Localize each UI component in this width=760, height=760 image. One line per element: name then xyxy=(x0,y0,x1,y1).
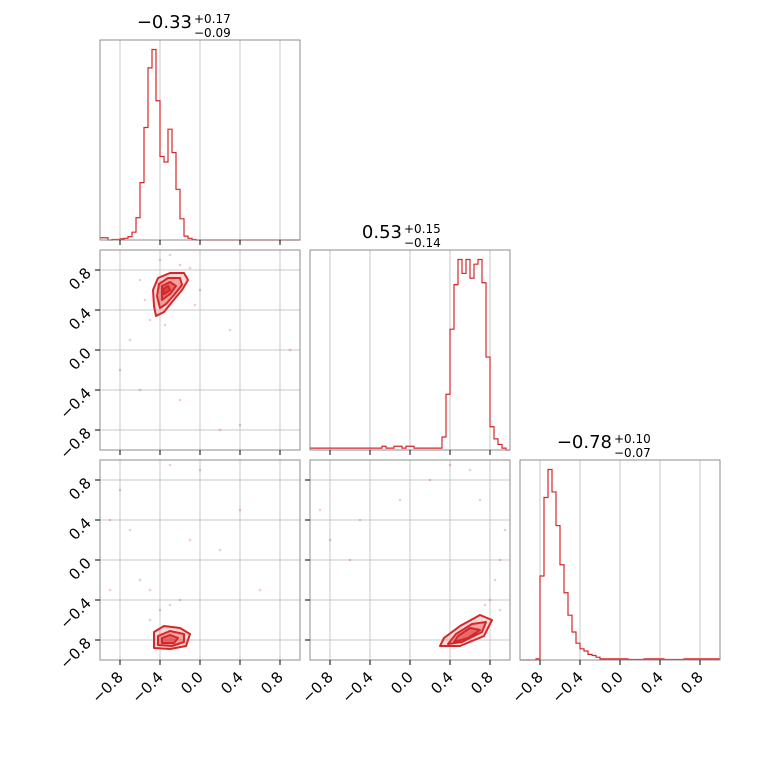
sample-point xyxy=(168,463,172,467)
x-tick-label: −0.4 xyxy=(338,668,376,706)
sample-point xyxy=(498,558,502,562)
y-tick-label: −0.4 xyxy=(56,384,94,422)
sample-point xyxy=(108,518,112,522)
x-tick-label: −0.4 xyxy=(128,668,166,706)
y-tick-label: 0.8 xyxy=(65,474,95,504)
x-tick-label: 0.8 xyxy=(677,668,707,698)
sample-point xyxy=(118,488,122,492)
x-tick-label: 0.0 xyxy=(597,668,627,698)
density-contour xyxy=(162,285,171,295)
y-tick-label: 0.0 xyxy=(65,344,95,374)
density-contour xyxy=(453,627,481,643)
sample-point xyxy=(318,508,322,512)
x-tick-label: −0.8 xyxy=(298,668,336,706)
y-tick-label: −0.8 xyxy=(56,634,94,672)
sample-point xyxy=(218,428,222,432)
sample-point xyxy=(448,463,452,467)
density-contour xyxy=(161,634,179,644)
panel-title-plus: +0.17 xyxy=(194,12,231,26)
panel-title-plus: +0.10 xyxy=(614,432,651,446)
y-tick-label: 0.4 xyxy=(65,304,95,334)
panel-title-minus: −0.09 xyxy=(194,26,231,40)
y-tick-label: 0.4 xyxy=(65,514,95,544)
panel-title-median: −0.33 xyxy=(137,12,192,33)
sample-point xyxy=(128,528,132,532)
sample-point xyxy=(468,468,472,472)
sample-point xyxy=(288,348,292,352)
sample-point xyxy=(348,558,352,562)
x-tick-label: −0.8 xyxy=(88,668,126,706)
sample-point xyxy=(258,588,262,592)
sample-point xyxy=(178,598,182,602)
sample-point xyxy=(108,588,112,592)
sample-point xyxy=(148,618,152,622)
x-tick-label: −0.8 xyxy=(508,668,546,706)
sample-point xyxy=(483,603,487,607)
sample-point xyxy=(428,478,432,482)
sample-point xyxy=(238,423,242,427)
histogram-param-1 xyxy=(310,258,510,451)
x-tick-label: −0.4 xyxy=(548,668,586,706)
sample-point xyxy=(218,548,222,552)
sample-point xyxy=(128,338,132,342)
panel-title-plus: +0.15 xyxy=(404,222,441,236)
x-tick-label: 0.4 xyxy=(427,668,457,698)
sample-point xyxy=(228,328,232,332)
sample-point xyxy=(148,318,152,322)
sample-point xyxy=(398,498,402,502)
sample-point xyxy=(168,253,172,257)
sample-point xyxy=(478,498,482,502)
sample-point xyxy=(158,608,162,612)
sample-point xyxy=(328,538,332,542)
sample-point xyxy=(118,368,122,372)
panel-title-minus: −0.14 xyxy=(404,236,441,250)
sample-point xyxy=(168,603,172,607)
sample-point xyxy=(193,303,197,307)
sample-point xyxy=(188,266,192,270)
sample-point xyxy=(158,258,162,262)
sample-point xyxy=(493,578,497,582)
sample-point xyxy=(238,508,242,512)
y-tick-label: −0.4 xyxy=(56,594,94,632)
y-tick-label: −0.8 xyxy=(56,424,94,462)
y-tick-label: 0.0 xyxy=(65,554,95,584)
x-tick-label: 0.0 xyxy=(177,668,207,698)
panel-title-median: −0.78 xyxy=(557,432,612,453)
sample-point xyxy=(198,468,202,472)
histogram-param-2 xyxy=(520,468,720,661)
x-tick-label: 0.8 xyxy=(467,668,497,698)
panel-title-minus: −0.07 xyxy=(614,446,651,460)
sample-point xyxy=(358,518,362,522)
sample-point xyxy=(143,298,147,302)
x-tick-label: 0.4 xyxy=(217,668,247,698)
sample-point xyxy=(138,278,142,282)
sample-point xyxy=(138,578,142,582)
panel-title-median: 0.53 xyxy=(362,222,402,243)
sample-point xyxy=(148,588,152,592)
sample-point xyxy=(178,398,182,402)
sample-point xyxy=(503,528,507,532)
sample-point xyxy=(138,388,142,392)
x-tick-label: 0.4 xyxy=(637,668,667,698)
x-tick-label: 0.8 xyxy=(257,668,287,698)
sample-point xyxy=(498,608,502,612)
sample-point xyxy=(488,598,492,602)
sample-point xyxy=(178,263,182,267)
sample-point xyxy=(163,323,167,327)
x-tick-label: 0.0 xyxy=(387,668,417,698)
sample-point xyxy=(198,288,202,292)
y-tick-label: 0.8 xyxy=(65,264,95,294)
sample-point xyxy=(188,538,192,542)
